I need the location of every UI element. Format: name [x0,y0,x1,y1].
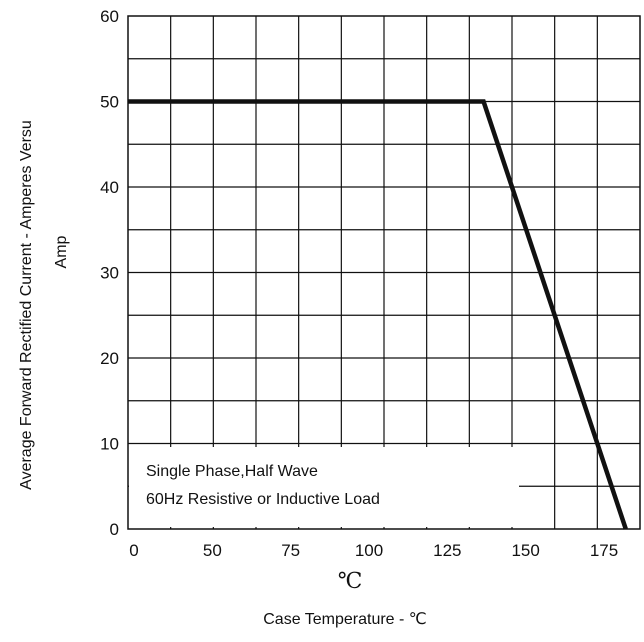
x-tick-label: 125 [433,541,461,560]
y-tick-labels: 0 10 20 30 40 50 60 [100,7,119,539]
annotation-line-2: 60Hz Resistive or Inductive Load [146,491,380,508]
x-tick-label: 50 [203,541,222,560]
plot-frame [127,15,641,530]
y-tick-label: 30 [100,264,119,283]
y-tick-label: 40 [100,178,119,197]
series-layer [128,99,628,530]
y-axis-title-line-2: Amp [53,235,70,268]
x-unit-label: ℃ [338,569,363,594]
y-tick-label: 20 [100,349,119,368]
y-axis-title-line-1: Average Forward Rectified Current - Ampe… [18,120,35,490]
annotation-box [129,447,519,527]
x-tick-label: 175 [590,541,618,560]
y-tick-label: 60 [100,7,119,26]
y-tick-label: 50 [100,93,119,112]
x-tick-labels: 0 50 75 100 125 150 175 [129,541,618,560]
x-tick-label: 75 [281,541,300,560]
y-tick-label: 10 [100,435,119,454]
x-tick-label: 0 [129,541,138,560]
x-tick-label: 100 [355,541,383,560]
annotation: Single Phase,Half Wave 60Hz Resistive or… [146,463,380,508]
annotation-line-1: Single Phase,Half Wave [146,463,318,480]
x-tick-label: 150 [511,541,539,560]
x-axis-title: Case Temperature - ℃ [263,611,427,628]
series-line [128,99,628,530]
y-tick-label: 0 [110,520,119,539]
